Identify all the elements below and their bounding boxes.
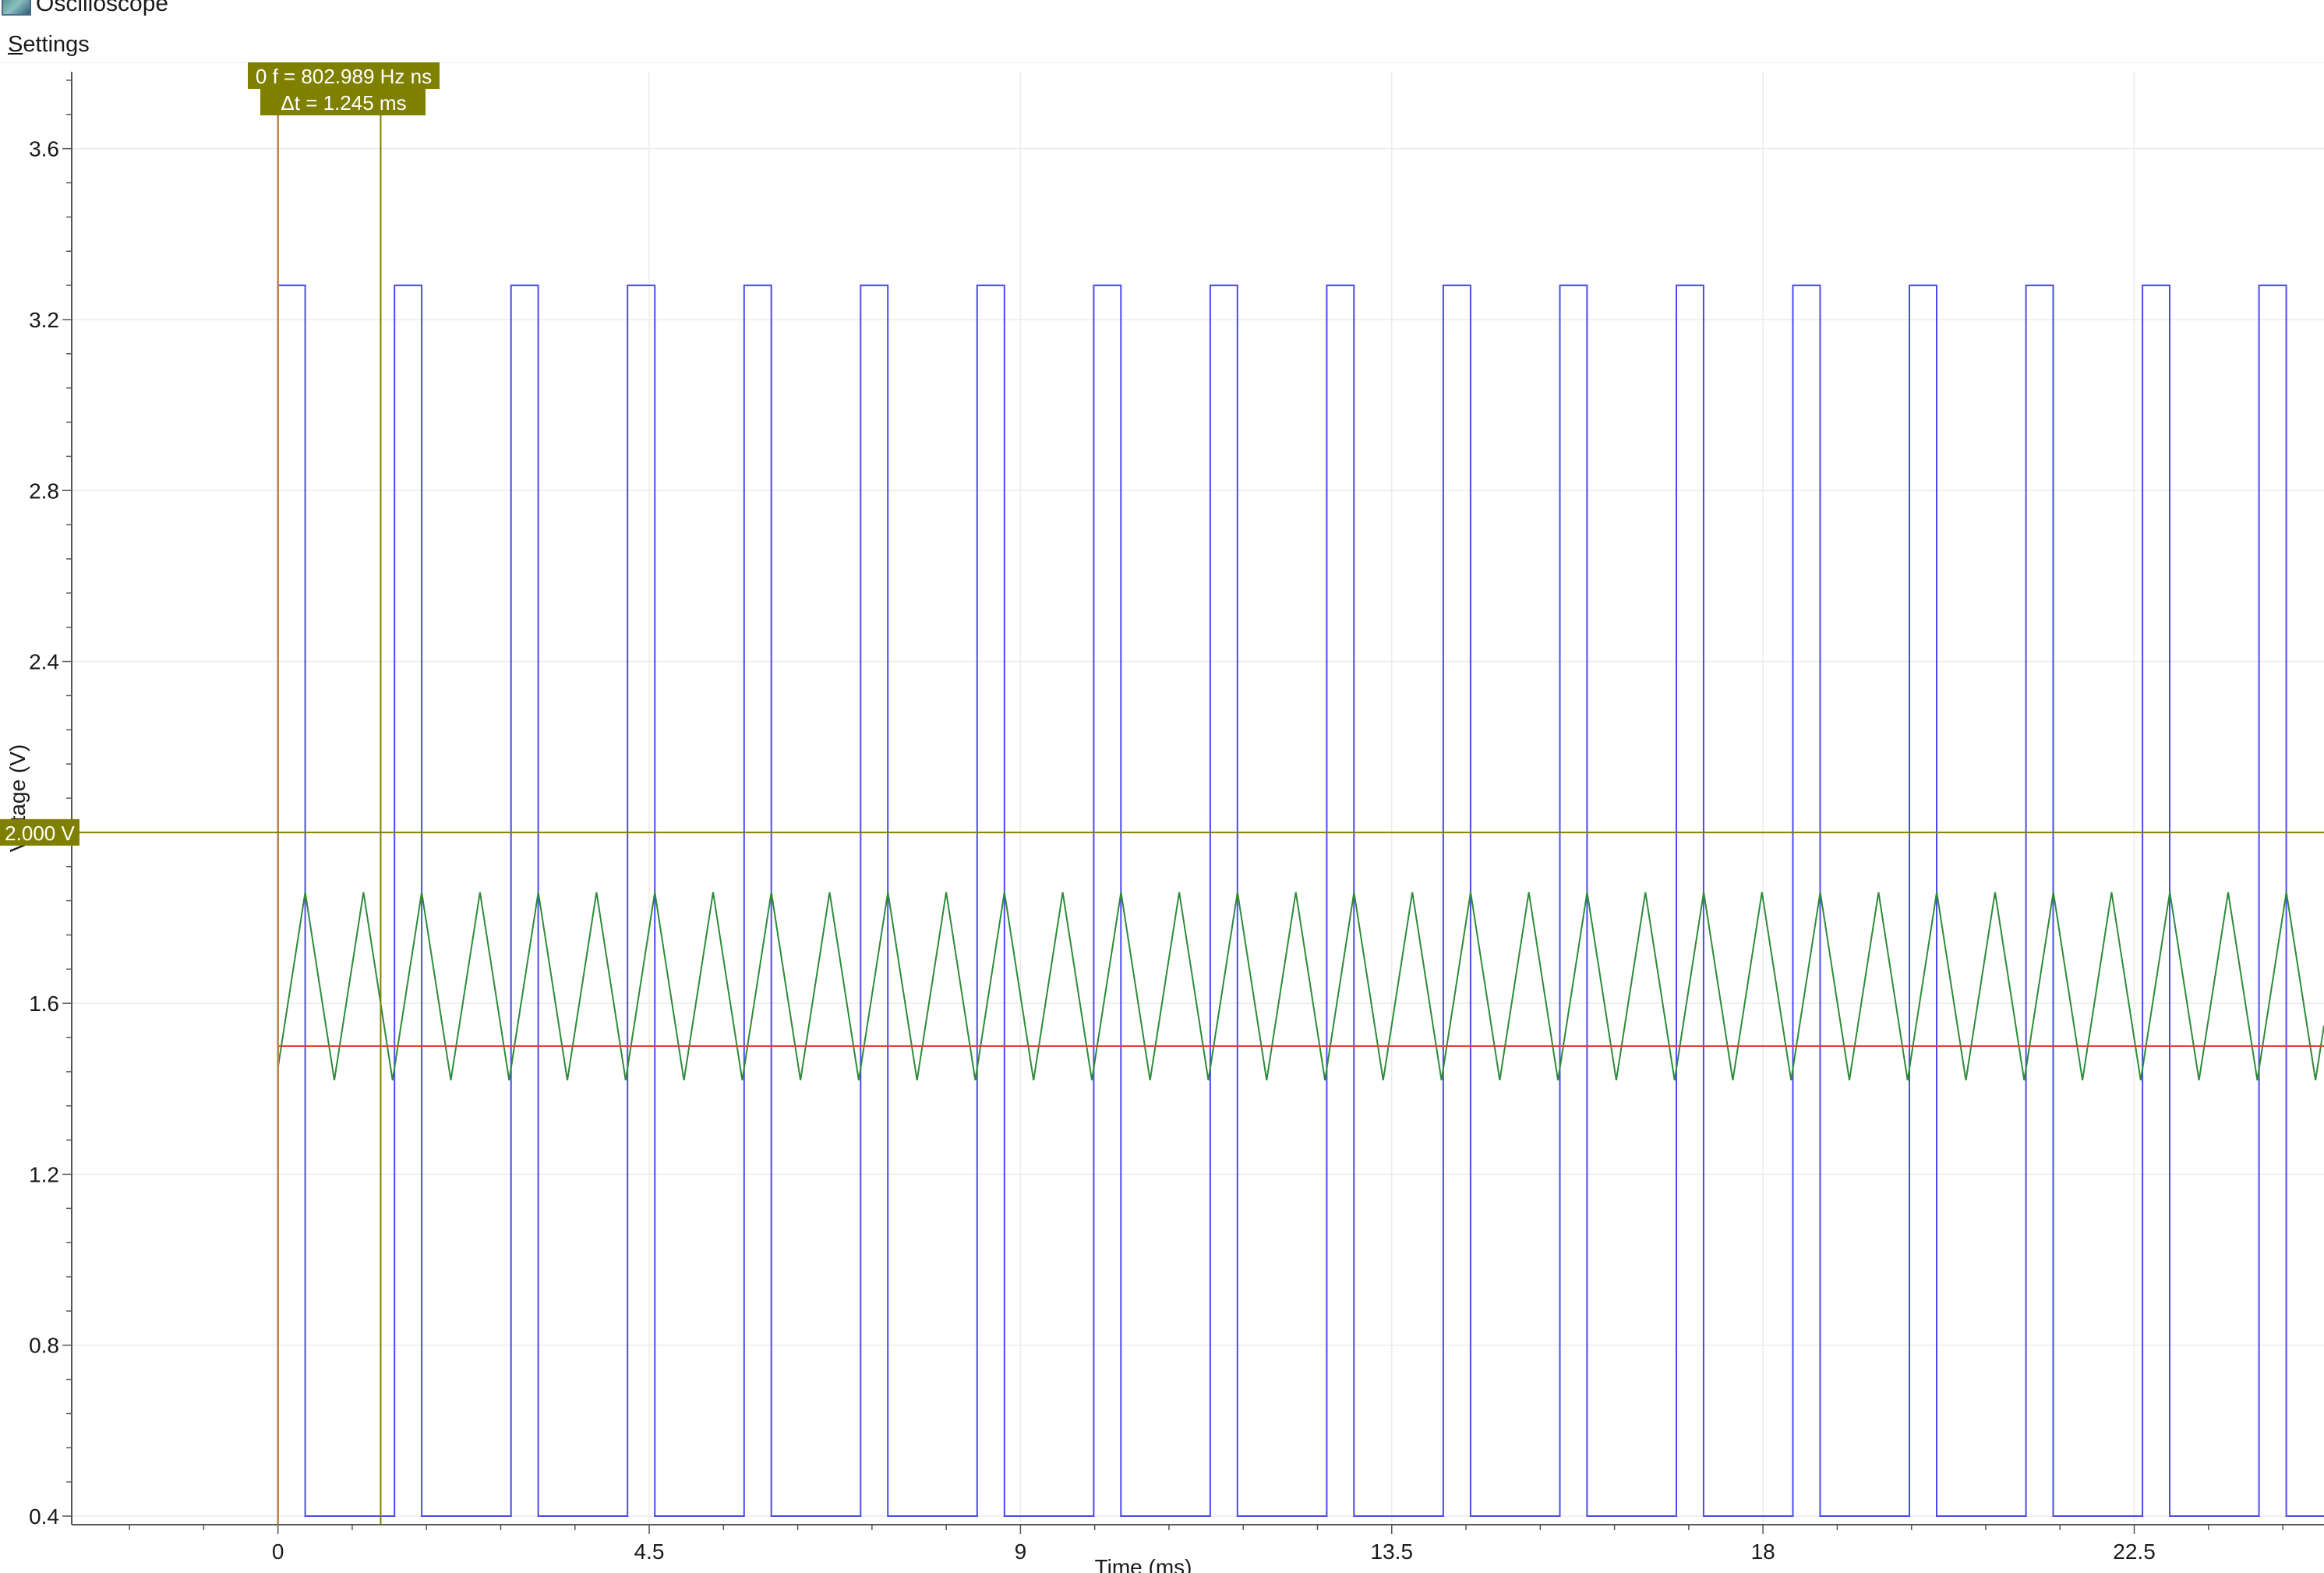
y-tick-label: 3.6 xyxy=(29,137,59,161)
y-tick-label: 0.8 xyxy=(29,1334,59,1358)
menu-settings[interactable]: Settings xyxy=(6,31,91,58)
x-axis-label: Time (ms) xyxy=(1095,1555,1192,1573)
x-tick-label: 22.5 xyxy=(2113,1539,2156,1564)
y-tick-label: 2.4 xyxy=(29,650,59,674)
menu-bar: Settings xyxy=(0,28,2324,63)
oscilloscope-app-icon xyxy=(2,0,31,16)
menu-settings-rest: ettings xyxy=(23,32,90,57)
y-tick-label: 3.2 xyxy=(29,308,59,332)
x-tick-label: 18 xyxy=(1751,1539,1775,1564)
cursor-readout-delta-t: Δt = 1.245 ms xyxy=(281,91,406,115)
cursor-readout-box-2 xyxy=(260,89,426,115)
x-tick-label: 13.5 xyxy=(1371,1539,1414,1564)
cursor-readout-frequency: 0 f = 802.989 Hz ns xyxy=(256,65,432,88)
y-tick-label: 2.8 xyxy=(29,479,59,503)
cursor-readout-box-1 xyxy=(248,62,440,89)
oscilloscope-plot[interactable]: 0.4 0.8 1.2 1.6 2.4 2.8 3.2 3.6 0 4.5 9 13.5 18 22.5 T… xyxy=(0,62,2324,1573)
x-tick-label: 9 xyxy=(1015,1539,1027,1564)
window-title: Oscilloscope xyxy=(36,0,169,16)
voltage-cursor-label-box[interactable] xyxy=(0,818,79,846)
y-tick-label: 1.6 xyxy=(29,992,59,1016)
cursor-layer[interactable]: 0 f = 802.989 Hz ns Δt = 1.245 ms 2.000 V xyxy=(0,62,2324,1525)
y-tick-label: 0.4 xyxy=(29,1504,59,1529)
series-line-square xyxy=(277,285,2324,1517)
menu-settings-mnemonic: S xyxy=(8,32,23,57)
series-line-triangle xyxy=(277,892,2324,1080)
axes: 0.4 0.8 1.2 1.6 2.4 2.8 3.2 3.6 0 4.5 9 13.5 18 22.5 T… xyxy=(5,72,2324,1573)
x-tick-label: 0 xyxy=(272,1539,284,1564)
x-tick-label: 4.5 xyxy=(634,1539,665,1564)
voltage-cursor-label: 2.000 V xyxy=(5,822,75,845)
y-tick-label: 1.2 xyxy=(29,1162,59,1186)
grid xyxy=(72,72,2324,1525)
title-bar: Oscilloscope xyxy=(0,0,2324,20)
series-layer xyxy=(277,285,2324,1517)
